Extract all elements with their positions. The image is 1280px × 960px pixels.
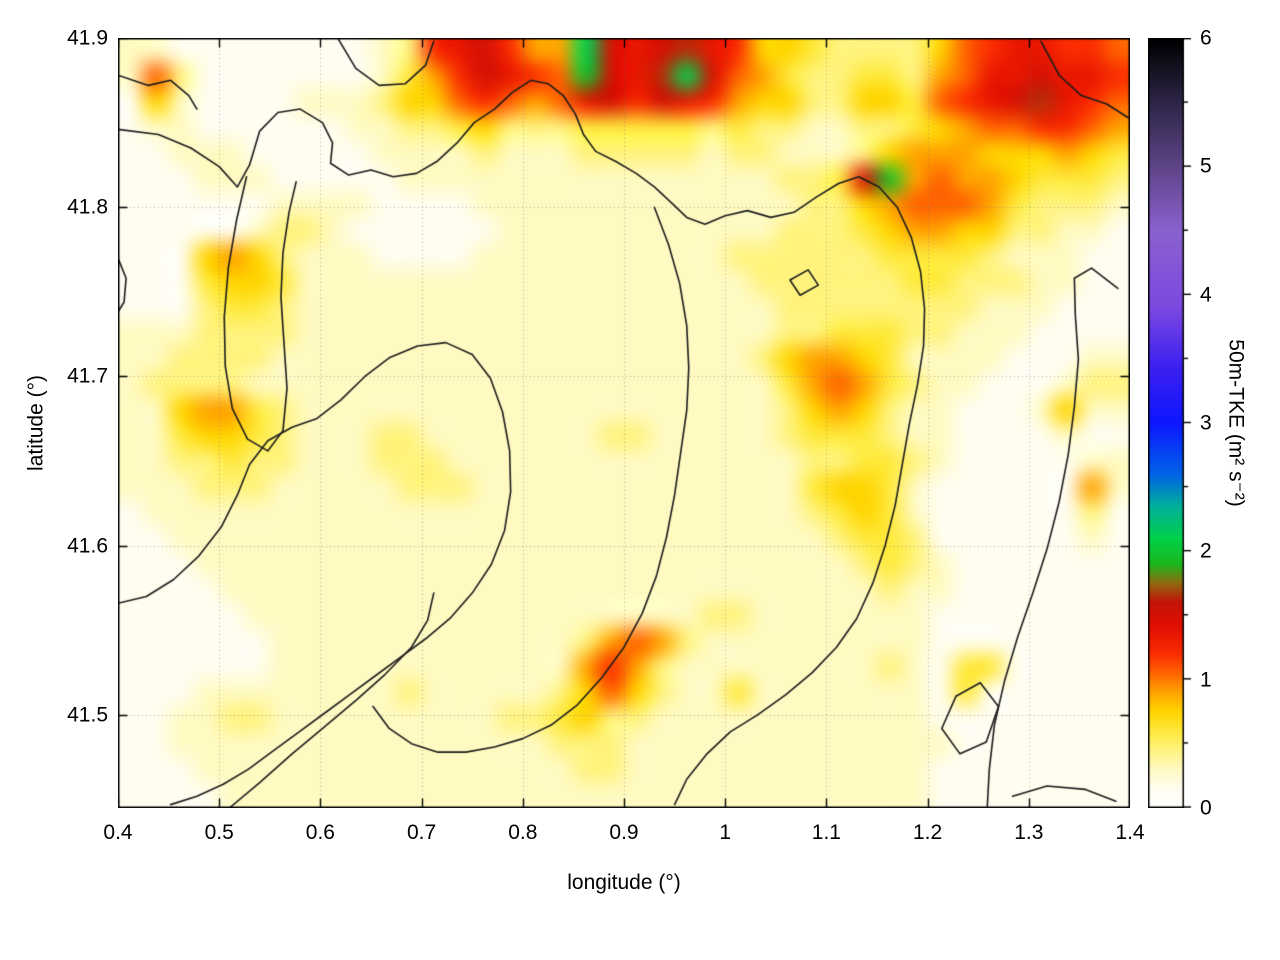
x-tick-label: 1.1 [811,821,841,844]
x-axis-title: longitude (°) [567,871,681,894]
y-tick-label: 41.8 [67,195,108,219]
colorbar-tick-label: 3 [1200,411,1212,435]
colorbar-tick-label: 1 [1200,668,1212,692]
y-tick-label: 41.6 [67,534,108,558]
x-tick-label: 1 [719,821,732,844]
colorbar [1148,38,1196,808]
x-tick-label: 0.5 [204,821,234,844]
colorbar-title: 50m-TKE (m² s⁻²) [1224,339,1248,507]
x-tick-label: 1.2 [912,821,943,844]
colorbar-tick-label: 6 [1200,26,1212,50]
colorbar-tick-label: 4 [1200,283,1212,307]
x-tick-label: 0.7 [406,821,437,844]
colorbar-tick-label: 2 [1200,539,1212,563]
colorbar-tick-label: 0 [1200,796,1212,820]
colorbar-tick-label: 5 [1200,154,1212,178]
x-tick-label: 0.4 [103,821,133,844]
y-tick-label: 41.5 [67,703,108,727]
x-tick-label: 0.9 [609,821,639,844]
y-tick-label: 41.7 [67,364,108,388]
x-tick-label: 1.4 [1115,821,1145,844]
heatmap-plot [118,38,1130,808]
x-tick-label: 1.3 [1014,821,1044,844]
x-tick-label: 0.8 [508,821,538,844]
y-tick-label: 41.9 [67,26,108,50]
x-tick-label: 0.6 [305,821,335,844]
y-axis-title: latitude (°) [24,375,48,471]
